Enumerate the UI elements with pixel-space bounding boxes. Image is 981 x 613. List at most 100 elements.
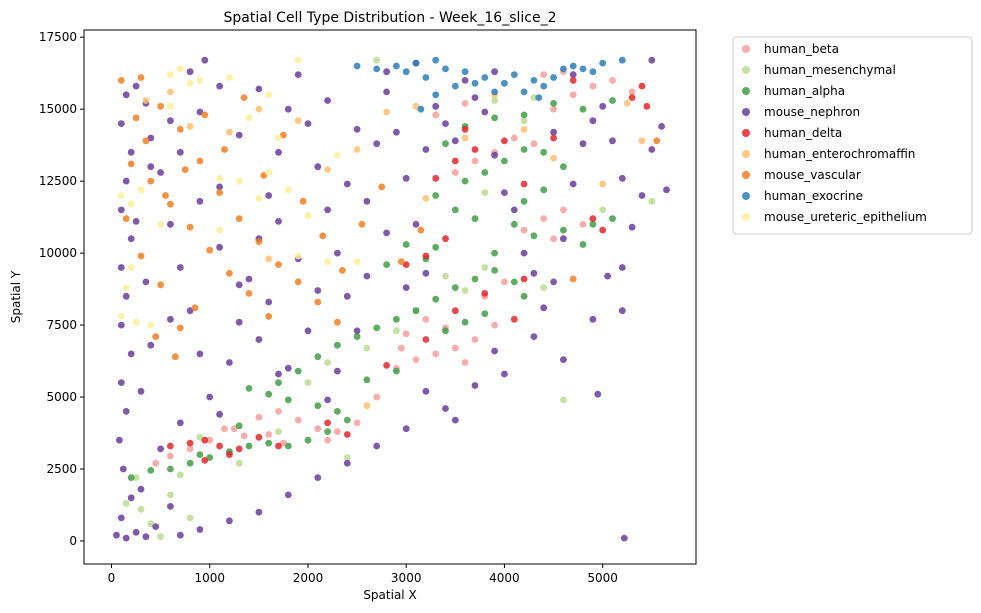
point-human_mesenchymal-14 (442, 272, 449, 280)
point-mouse_nephron-60 (510, 206, 518, 214)
point-mouse_vascular-34 (339, 267, 346, 274)
point-mouse_ureteric_epithelium-1 (127, 200, 135, 208)
point-human_mesenchymal-24 (373, 56, 381, 64)
point-mouse_ureteric_epithelium-27 (265, 91, 273, 99)
point-mouse_nephron-82 (501, 370, 508, 378)
point-mouse_nephron-8 (116, 436, 123, 444)
point-human_delta-31 (226, 451, 233, 458)
point-human_beta-32 (451, 169, 459, 176)
point-mouse_vascular-31 (280, 131, 287, 139)
point-human_mesenchymal-9 (304, 379, 312, 386)
point-mouse_nephron-81 (560, 356, 567, 363)
point-human_alpha-8 (284, 442, 292, 450)
point-human_beta-3 (206, 436, 214, 444)
point-human_beta-5 (255, 413, 263, 421)
point-mouse_nephron-78 (620, 534, 628, 542)
point-human_enterochromaffin-14 (599, 180, 607, 188)
point-mouse_nephron-87 (343, 459, 351, 467)
point-human_alpha-4 (206, 454, 214, 461)
point-human_alpha-51 (589, 220, 597, 228)
point-mouse_vascular-21 (157, 281, 165, 289)
point-mouse_nephron-7 (119, 465, 127, 473)
point-human_exocrine-2 (393, 62, 400, 70)
point-human_beta-30 (579, 220, 587, 228)
point-human_delta-0 (167, 442, 174, 450)
legend: human_beta human_mesenchymal human_alphamo… (732, 36, 973, 235)
point-mouse_nephron-62 (530, 269, 538, 277)
point-human_delta-7 (324, 419, 331, 427)
point-mouse_nephron-138 (275, 370, 282, 378)
point-mouse_nephron-99 (147, 341, 155, 349)
point-mouse_nephron-47 (383, 88, 390, 96)
point-mouse_nephron-140 (216, 82, 224, 90)
point-mouse_ureteric_epithelium-9 (186, 79, 194, 87)
point-human_beta-16 (412, 356, 420, 363)
point-human_alpha-2 (167, 465, 174, 473)
point-human_exocrine-14 (501, 79, 508, 87)
point-mouse_ureteric_epithelium-4 (132, 318, 140, 326)
point-human_beta-13 (353, 419, 361, 427)
point-mouse_nephron-19 (117, 120, 125, 127)
point-human_delta-2 (201, 436, 209, 444)
point-mouse_vascular-3 (176, 125, 184, 133)
point-human_exocrine-13 (491, 88, 498, 96)
y-tick-label: 2500 (46, 462, 77, 476)
point-human_beta-10 (240, 432, 248, 440)
legend-marker-human_beta (742, 45, 750, 53)
point-mouse_vascular-12 (127, 160, 135, 168)
point-mouse_nephron-135 (216, 243, 224, 251)
point-human_mesenchymal-28 (343, 454, 351, 461)
point-human_exocrine-1 (373, 65, 381, 73)
point-mouse_nephron-61 (520, 249, 528, 257)
point-human_alpha-17 (275, 379, 282, 386)
point-mouse_ureteric_epithelium-22 (216, 174, 224, 182)
point-mouse_nephron-118 (422, 387, 430, 395)
point-mouse_nephron-109 (255, 85, 263, 93)
point-mouse_vascular-40 (569, 275, 577, 283)
point-human_beta-23 (461, 359, 469, 366)
x-axis-label: Spatial X (363, 588, 416, 602)
y-tick-label: 15000 (39, 102, 77, 116)
point-human_alpha-25 (432, 295, 440, 303)
point-mouse_nephron-132 (422, 269, 430, 277)
legend-marker-mouse_vascular (742, 171, 750, 179)
points-layer (113, 56, 670, 542)
point-human_exocrine-27 (417, 105, 425, 113)
point-human_alpha-22 (373, 324, 381, 332)
point-mouse_nephron-2 (132, 528, 140, 536)
point-mouse_nephron-75 (658, 123, 665, 130)
point-human_enterochromaffin-13 (550, 154, 557, 162)
point-mouse_nephron-36 (275, 148, 282, 156)
point-human_beta-21 (422, 315, 430, 323)
point-mouse_vascular-2 (157, 102, 165, 110)
point-mouse_nephron-48 (393, 128, 400, 136)
legend-label-human_alpha: human_alpha (764, 84, 845, 98)
point-mouse_nephron-120 (491, 347, 498, 355)
point-mouse_ureteric_epithelium-23 (196, 77, 204, 84)
point-mouse_ureteric_epithelium-2 (137, 186, 145, 194)
point-mouse_vascular-41 (152, 333, 160, 340)
point-mouse_nephron-91 (226, 517, 233, 525)
point-human_exocrine-20 (560, 65, 567, 73)
point-mouse_nephron-57 (481, 108, 489, 116)
point-mouse_nephron-102 (132, 218, 140, 225)
point-mouse_nephron-126 (550, 128, 557, 136)
x-tick-label: 3000 (391, 571, 422, 585)
point-mouse_nephron-137 (255, 336, 263, 343)
point-mouse_nephron-18 (127, 148, 135, 156)
point-mouse_nephron-52 (432, 102, 440, 110)
point-mouse_vascular-8 (275, 261, 282, 268)
point-human_delta-6 (275, 442, 282, 450)
point-human_delta-3 (216, 442, 224, 450)
point-human_alpha-3 (186, 459, 194, 467)
point-human_mesenchymal-12 (393, 327, 400, 335)
point-human_mesenchymal-26 (196, 433, 204, 441)
point-human_exocrine-16 (520, 88, 528, 96)
point-mouse_nephron-114 (304, 327, 312, 335)
point-human_delta-29 (422, 336, 430, 343)
point-human_alpha-48 (510, 220, 518, 228)
point-mouse_nephron-49 (402, 174, 410, 182)
point-mouse_nephron-84 (442, 405, 449, 412)
point-human_alpha-28 (491, 267, 498, 274)
point-human_beta-11 (221, 425, 228, 433)
